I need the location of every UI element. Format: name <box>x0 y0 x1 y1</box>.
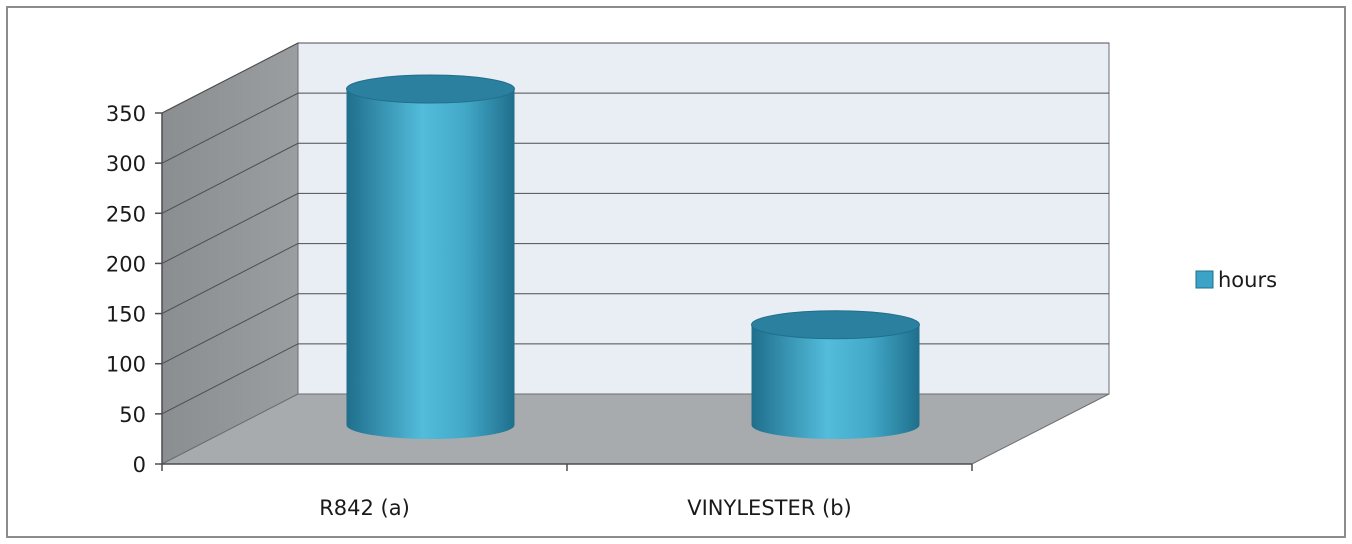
y-tick-label: 150 <box>106 303 146 327</box>
gridline <box>161 293 1109 365</box>
gridlines <box>161 42 1109 415</box>
bar-body <box>751 324 920 439</box>
y-axis-ticks: 0 50 100 150 200 250 300 350 <box>106 102 162 477</box>
y-tick-label: 50 <box>119 403 146 427</box>
x-axis-ticks: R842 (a) VINYLESTER (b) <box>161 464 973 520</box>
gridline <box>161 192 1109 264</box>
floor <box>161 393 1110 465</box>
bar-cylinder <box>751 310 920 439</box>
bars <box>346 74 920 440</box>
legend-swatch <box>1195 270 1214 289</box>
y-tick-label: 0 <box>133 453 146 477</box>
y-tick-label: 350 <box>106 102 146 126</box>
y-tick-label: 250 <box>106 202 146 226</box>
gridline <box>161 92 1109 164</box>
legend: hours <box>1195 268 1277 292</box>
gridline <box>161 243 1109 315</box>
bar-cylinder <box>346 74 515 440</box>
y-tick-label: 200 <box>106 252 146 276</box>
bar-body <box>346 89 515 440</box>
x-category-label: R842 (a) <box>319 496 410 520</box>
gridline <box>161 142 1109 214</box>
chart-walls <box>161 42 1110 465</box>
bar-top <box>346 74 515 104</box>
bar-top <box>751 310 920 340</box>
y-tick-label: 300 <box>106 152 146 176</box>
side-wall <box>161 42 299 465</box>
y-tick-label: 100 <box>106 353 146 377</box>
legend-label: hours <box>1218 268 1277 292</box>
x-category-label: VINYLESTER (b) <box>687 496 851 520</box>
gridline <box>161 42 1109 114</box>
